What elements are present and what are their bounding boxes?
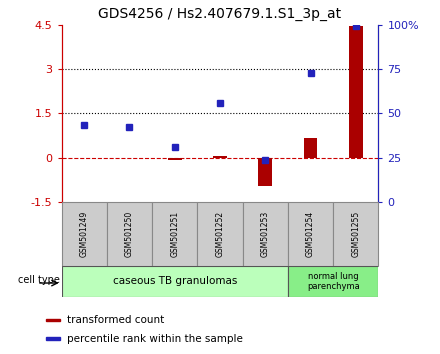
Text: caseous TB granulomas: caseous TB granulomas (113, 276, 237, 286)
Bar (333, 202, 378, 266)
Text: percentile rank within the sample: percentile rank within the sample (67, 333, 243, 344)
Bar (198, 202, 242, 266)
Bar (288, 266, 378, 297)
Bar (62, 202, 107, 266)
Bar (168, 158, 182, 160)
Bar (47, 319, 60, 321)
Bar (123, 158, 136, 159)
Text: GSM501250: GSM501250 (125, 211, 134, 257)
Bar (62, 266, 288, 297)
Text: GSM501249: GSM501249 (80, 211, 89, 257)
Bar (304, 138, 317, 158)
Title: GDS4256 / Hs2.407679.1.S1_3p_at: GDS4256 / Hs2.407679.1.S1_3p_at (99, 7, 341, 21)
Bar (258, 158, 272, 185)
Bar (213, 156, 227, 158)
Bar (349, 26, 363, 158)
Bar (152, 202, 198, 266)
Bar (107, 202, 152, 266)
Text: normal lung
parenchyma: normal lung parenchyma (307, 272, 359, 291)
Text: GSM501252: GSM501252 (216, 211, 224, 257)
Text: GSM501253: GSM501253 (261, 211, 270, 257)
Text: transformed count: transformed count (67, 315, 165, 325)
Bar (288, 202, 333, 266)
Text: GSM501255: GSM501255 (351, 211, 360, 257)
Bar (242, 202, 288, 266)
Text: GSM501254: GSM501254 (306, 211, 315, 257)
Text: cell type: cell type (18, 275, 60, 285)
Bar (47, 337, 60, 340)
Text: GSM501251: GSM501251 (170, 211, 179, 257)
